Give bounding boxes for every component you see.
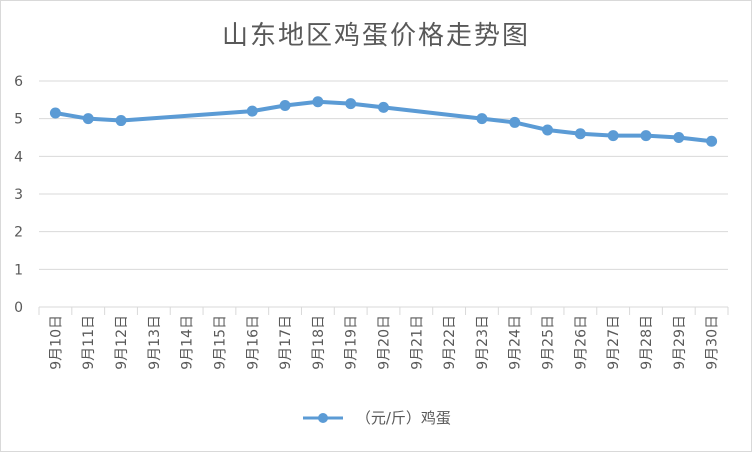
x-tick-label: 9月13日 [147,315,163,370]
x-tick-label: 9月29日 [672,315,688,370]
data-point [49,107,61,119]
x-tick-label: 9月25日 [541,315,557,370]
x-tick-label: 9月17日 [278,315,294,370]
x-tick-label: 9月14日 [180,315,196,370]
x-tick-label: 9月27日 [606,315,622,370]
data-point [115,115,127,127]
data-point [574,128,586,140]
data-point [279,99,291,111]
data-point [607,130,619,142]
data-point [673,132,685,143]
x-tick-label: 9月11日 [81,315,97,370]
series-line [53,99,714,144]
x-tick-label: 9月21日 [409,315,425,370]
y-tick-label: 5 [14,112,23,128]
x-tick-label: 9月10日 [48,315,64,370]
legend-series-marker [303,412,344,423]
x-tick-label: 9月12日 [114,315,130,370]
x-tick-label: 9月22日 [442,315,458,370]
legend-series-label: （元/斤）鸡蛋 [355,409,451,427]
x-tick-label: 9月16日 [245,315,261,370]
y-tick-label: 0 [14,300,23,316]
chart-title: 山东地区鸡蛋价格走势图 [221,21,530,51]
data-point [82,113,94,125]
data-point [476,113,488,125]
y-tick-label: 2 [14,225,23,241]
data-point [640,130,652,142]
x-tick-label: 9月30日 [705,315,721,370]
y-tick-label: 1 [14,262,23,278]
data-point [509,116,521,128]
data-point [345,98,357,110]
y-tick-label: 6 [14,74,23,90]
x-tick-label: 9月28日 [639,315,655,370]
data-point [378,101,389,113]
x-tick-label: 9月24日 [508,315,524,370]
x-tick-label: 9月23日 [475,315,491,370]
x-tick-label: 9月18日 [311,315,327,370]
data-point [312,96,324,108]
y-tick-label: 4 [14,149,23,165]
x-tick-label: 9月20日 [377,315,393,370]
data-point [706,135,718,147]
y-tick-label: 3 [14,187,23,203]
data-point [246,105,258,117]
data-point [542,124,554,136]
x-tick-label: 9月26日 [573,315,589,370]
legend: （元/斤）鸡蛋 [1,407,751,428]
x-tick-label: 9月15日 [212,315,228,370]
x-tick-label: 9月19日 [344,315,360,370]
